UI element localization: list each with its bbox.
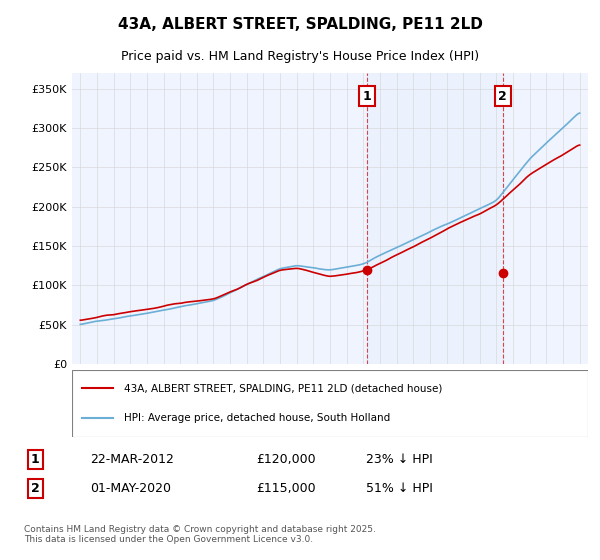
Text: 01-MAY-2020: 01-MAY-2020 xyxy=(90,482,171,495)
Text: 43A, ALBERT STREET, SPALDING, PE11 2LD (detached house): 43A, ALBERT STREET, SPALDING, PE11 2LD (… xyxy=(124,384,442,394)
Bar xyxy=(367,73,503,364)
Text: 1: 1 xyxy=(31,452,40,466)
Text: 22-MAR-2012: 22-MAR-2012 xyxy=(90,452,174,466)
Text: 23% ↓ HPI: 23% ↓ HPI xyxy=(366,452,433,466)
Text: Contains HM Land Registry data © Crown copyright and database right 2025.
This d: Contains HM Land Registry data © Crown c… xyxy=(24,525,376,544)
Text: 43A, ALBERT STREET, SPALDING, PE11 2LD: 43A, ALBERT STREET, SPALDING, PE11 2LD xyxy=(118,17,482,32)
Text: Price paid vs. HM Land Registry's House Price Index (HPI): Price paid vs. HM Land Registry's House … xyxy=(121,50,479,63)
Text: £120,000: £120,000 xyxy=(256,452,316,466)
FancyBboxPatch shape xyxy=(72,370,588,437)
Text: 51% ↓ HPI: 51% ↓ HPI xyxy=(366,482,433,495)
Text: 1: 1 xyxy=(362,90,371,102)
Text: £115,000: £115,000 xyxy=(256,482,316,495)
Text: 2: 2 xyxy=(499,90,507,102)
Text: 2: 2 xyxy=(31,482,40,495)
Text: HPI: Average price, detached house, South Holland: HPI: Average price, detached house, Sout… xyxy=(124,413,390,423)
